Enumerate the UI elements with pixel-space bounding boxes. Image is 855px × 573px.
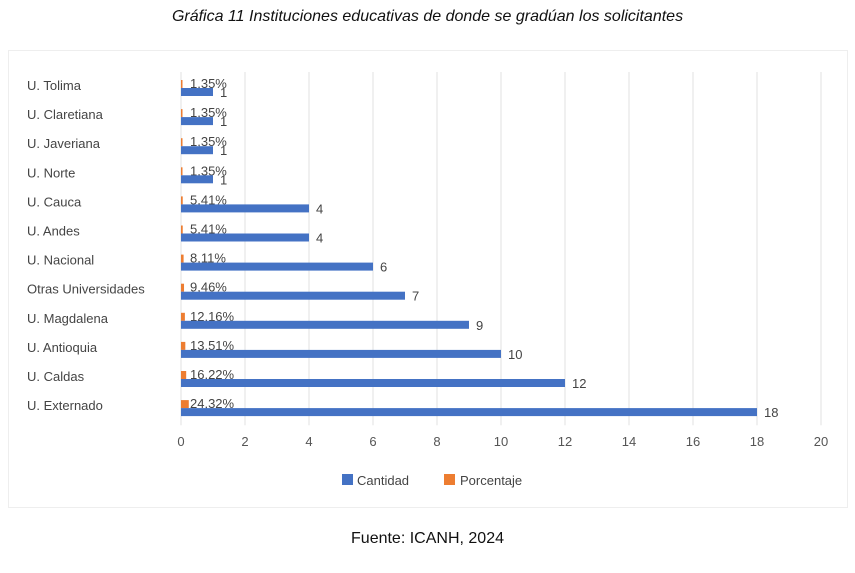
data-label-cantidad: 7 [412,289,419,304]
data-label-porcentaje: 9,46% [190,280,227,295]
data-label-cantidad: 1 [220,172,227,187]
x-tick-label: 4 [305,434,312,449]
x-tick-label: 16 [686,434,700,449]
data-label-cantidad: 1 [220,143,227,158]
data-label-porcentaje: 5,41% [190,192,227,207]
legend-swatch-porcentaje [444,474,455,485]
bar-cantidad [181,320,469,329]
x-tick-label: 18 [750,434,764,449]
x-tick-label: 12 [558,434,572,449]
data-label-porcentaje: 1,35% [190,163,227,178]
bar-cantidad [181,233,309,242]
x-tick-label: 14 [622,434,636,449]
data-label-cantidad: 4 [316,231,323,246]
x-tick-label: 20 [814,434,828,449]
category-label: U. Externado [27,398,103,413]
x-tick-label: 0 [177,434,184,449]
category-label: U. Caldas [27,369,85,384]
bar-porcentaje [181,80,183,88]
figure-caption: Gráfica 11 Instituciones educativas de d… [171,8,684,25]
bar-cantidad [181,408,757,417]
x-tick-label: 8 [433,434,440,449]
bar-porcentaje [181,341,186,350]
data-label-porcentaje: 1,35% [190,76,227,91]
category-label: U. Andes [27,224,80,239]
bar-porcentaje [181,167,183,176]
bar-cantidad [181,117,213,126]
bar-porcentaje [181,109,183,118]
bar-cantidad [181,349,501,358]
data-label-porcentaje: 16,22% [190,367,235,382]
bar-cantidad [181,262,373,271]
data-label-cantidad: 9 [476,318,483,333]
category-label: U. Norte [27,165,75,180]
category-label: U. Tolima [27,78,82,93]
bar-porcentaje [181,254,184,263]
bar-cantidad [181,146,213,155]
legend-swatch-cantidad [342,474,353,485]
bar-cantidad [181,204,309,213]
bar-porcentaje [181,196,183,205]
legend-label-cantidad: Cantidad [357,473,409,488]
data-label-cantidad: 4 [316,201,323,216]
category-label: U. Magdalena [27,311,109,326]
bar-cantidad [181,379,565,387]
category-label: U. Claretiana [27,107,104,122]
data-label-cantidad: 12 [572,376,586,391]
data-label-cantidad: 1 [220,114,227,129]
category-label: Otras Universidades [27,282,145,297]
legend-label-porcentaje: Porcentaje [460,473,522,488]
bar-cantidad [181,88,213,96]
bar-porcentaje [181,312,185,321]
bar-porcentaje [181,283,185,292]
x-tick-label: 10 [494,434,508,449]
data-label-porcentaje: 24,32% [190,396,235,411]
data-label-porcentaje: 5,41% [190,222,227,237]
category-label: U. Javeriana [27,136,101,151]
data-label-cantidad: 10 [508,347,522,362]
bar-porcentaje [181,225,183,234]
data-label-cantidad: 18 [764,405,778,420]
bar-cantidad [181,175,213,184]
data-label-cantidad: 6 [380,260,387,275]
bar-porcentaje [181,138,183,147]
data-label-porcentaje: 1,35% [190,134,227,149]
bar-cantidad [181,291,405,300]
bar-porcentaje [181,371,187,379]
figure-source: Fuente: ICANH, 2024 [351,530,504,547]
data-label-cantidad: 1 [220,85,227,100]
category-label: U. Antioquia [27,340,98,355]
data-label-porcentaje: 12,16% [190,309,235,324]
data-label-porcentaje: 13,51% [190,338,235,353]
x-tick-label: 6 [369,434,376,449]
chart-frame [8,50,848,508]
data-label-porcentaje: 8,11% [190,251,226,266]
x-tick-label: 2 [241,434,248,449]
category-label: U. Cauca [27,194,82,209]
category-label: U. Nacional [27,253,94,268]
bar-porcentaje [181,400,189,409]
data-label-porcentaje: 1,35% [190,105,227,120]
